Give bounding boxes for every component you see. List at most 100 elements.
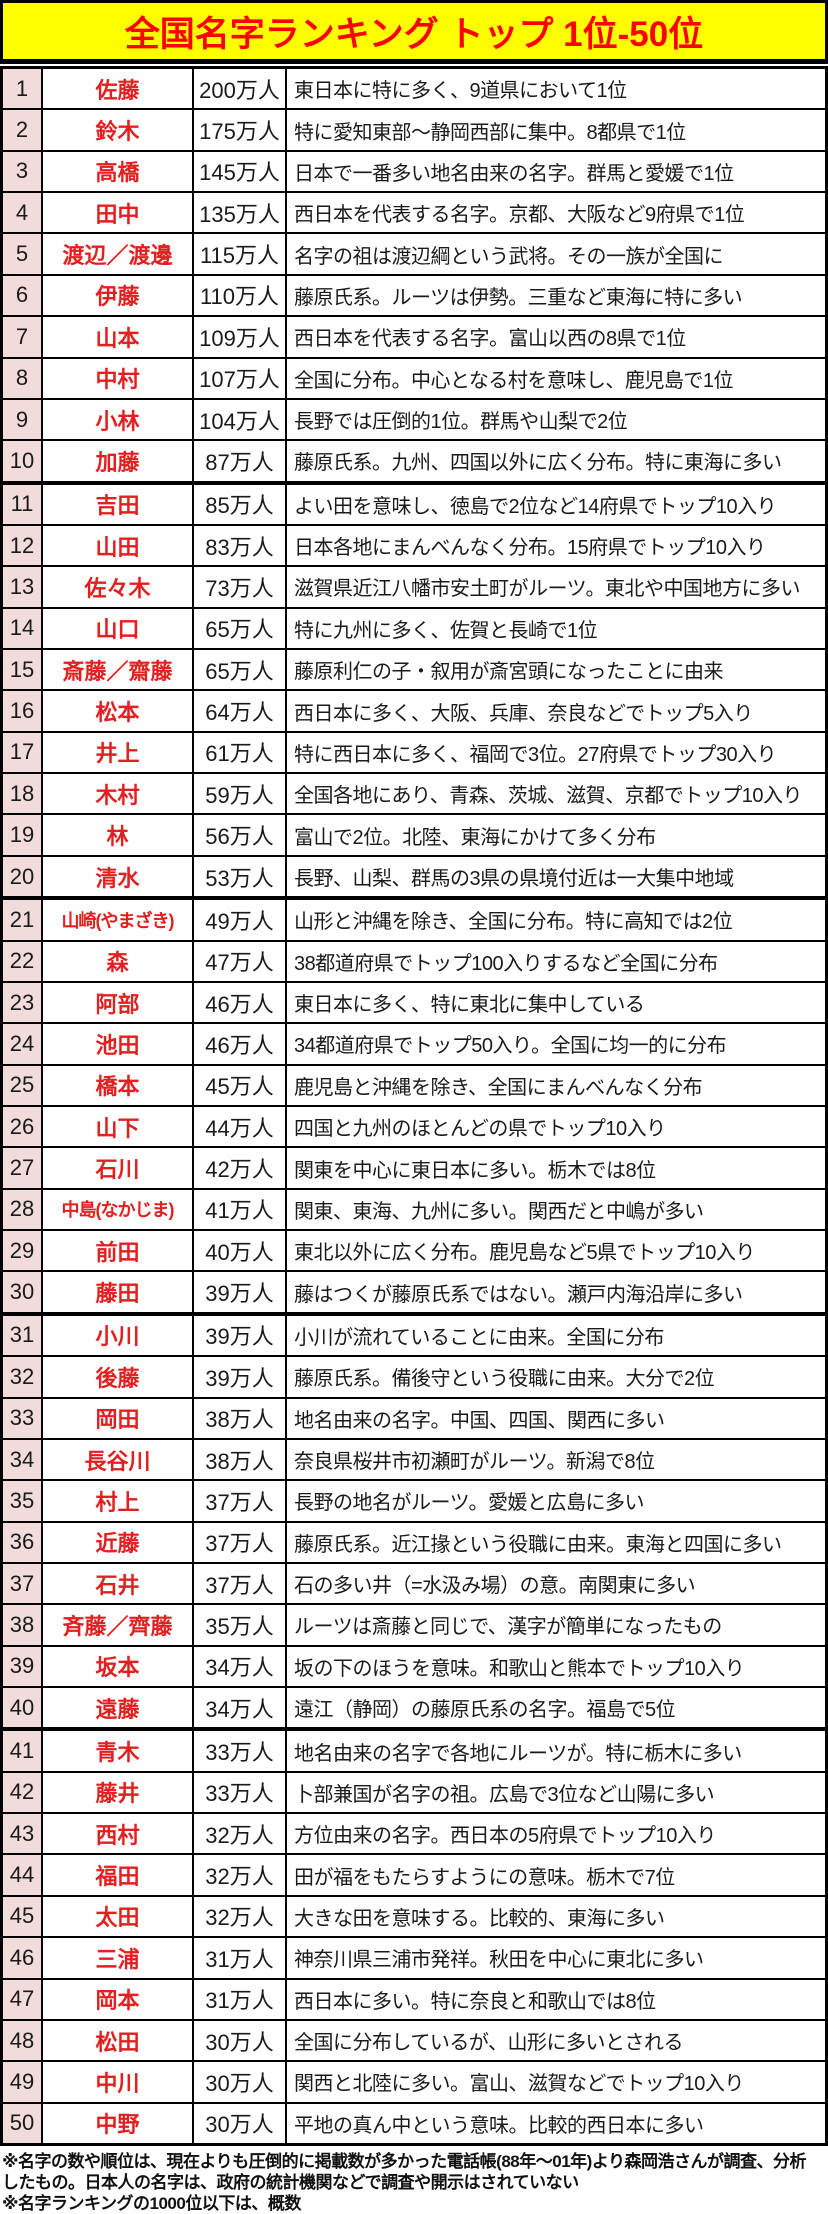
population-cell: 33万人	[194, 1772, 287, 1813]
rank-cell: 12	[3, 525, 43, 566]
population-cell: 59万人	[194, 774, 287, 814]
population-cell: 31万人	[194, 1979, 287, 2019]
table-row: 36 近藤 37万人 藤原氏系。近江掾という役職に由来。東海と四国に多い	[3, 1520, 825, 1562]
table-row: 38 斉藤／齊藤 35万人 ルーツは斎藤と同じで、漢字が簡単になったもの	[3, 1603, 825, 1645]
surname-cell: 加藤	[43, 441, 194, 481]
title-bar: 全国名字ランキング トップ 1位-50位	[0, 0, 828, 64]
population-cell: 104万人	[194, 399, 287, 440]
description-cell: 方位由来の名字。西日本の5府県でトップ10入り	[294, 1825, 716, 1848]
surname-cell: 吉田	[43, 484, 194, 524]
population-cell: 30万人	[194, 2020, 287, 2061]
surname-cell: 松本	[43, 691, 194, 731]
population-cell: 32万人	[194, 1855, 287, 1895]
footnote-line: ※名字の数や順位は、現在よりも圧倒的に掲載数が多かった電話帳(88年～01年)よ…	[2, 2152, 807, 2192]
population-cell: 32万人	[194, 1814, 287, 1854]
table-row: 10 加藤 87万人 藤原氏系。九州、四国以外に広く分布。特に東海に多い	[3, 439, 825, 481]
surname-cell: 山崎(やまざき)	[43, 900, 194, 940]
rank-cell: 10	[3, 441, 43, 481]
rank-cell: 13	[3, 567, 43, 607]
surname-cell: 中村	[43, 358, 194, 398]
rank-cell: 40	[3, 1688, 43, 1728]
table-row: 5 渡辺／渡邊 115万人 名字の祖は渡辺綱という武将。その一族が全国に	[3, 232, 825, 274]
description-cell: 神奈川県三浦市発祥。秋田を中心に東北に多い	[294, 1949, 704, 1972]
surname-cell: 伊藤	[43, 275, 194, 316]
table-row: 24 池田 46万人 34都道府県でトップ50入り。全国に均一的に分布	[3, 1022, 825, 1064]
rank-cell: 28	[3, 1189, 43, 1230]
rank-cell: 3	[3, 151, 43, 192]
description-cell: よい田を意味し、徳島で2位など14府県でトップ10入り	[294, 495, 777, 518]
description-cell: 小川が流れていることに由来。全国に分布	[294, 1326, 664, 1349]
description-cell: 滋賀県近江八幡市安土町がルーツ。東北や中国地方に多い	[294, 578, 801, 601]
table-row: 9 小林 104万人 長野では圧倒的1位。群馬や山梨で2位	[3, 397, 825, 440]
surname-cell: 森	[43, 941, 194, 981]
description-cell: 長野の地名がルーツ。愛媛と広島に多い	[294, 1492, 645, 1515]
population-cell: 37万人	[194, 1481, 287, 1521]
table-row: 49 中川 30万人 関西と北陸に多い。富山、滋賀などでトップ10入り	[3, 2060, 825, 2102]
population-cell: 47万人	[194, 941, 287, 981]
table-row: 3 高橋 145万人 日本で一番多い地名由来の名字。群馬と愛媛で1位	[3, 149, 825, 192]
rank-cell: 37	[3, 1563, 43, 1604]
rank-cell: 35	[3, 1481, 43, 1521]
rank-cell: 25	[3, 1065, 43, 1105]
description-cell: 日本で一番多い地名由来の名字。群馬と愛媛で1位	[294, 162, 734, 185]
table-row: 26 山下 44万人 四国と九州のほとんどの県でトップ10入り	[3, 1104, 825, 1147]
description-cell: 藤原氏系。備後守という役職に由来。大分で2位	[294, 1368, 715, 1391]
rank-cell: 15	[3, 650, 43, 690]
surname-cell: 木村	[43, 774, 194, 814]
surname-cell: 石井	[43, 1563, 194, 1604]
footnotes: ※名字の数や順位は、現在よりも圧倒的に掲載数が多かった電話帳(88年～01年)よ…	[0, 2146, 828, 2214]
description-cell: 西日本を代表する名字。富山以西の8県で1位	[294, 328, 686, 351]
rank-cell: 7	[3, 317, 43, 357]
table-row: 48 松田 30万人 全国に分布しているが、山形に多いとされる	[3, 2018, 825, 2061]
description-cell: 大きな田を意味する。比較的、東海に多い	[294, 1907, 665, 1930]
surname-cell: 松田	[43, 2020, 194, 2061]
table-row: 28 中島(なかじま) 41万人 関東、東海、九州に多い。関西だと中嶋が多い	[3, 1187, 825, 1230]
rank-cell: 41	[3, 1731, 43, 1771]
description-cell: 特に西日本に多く、福岡で3位。27府県でトップ30入り	[294, 743, 777, 766]
table-row: 41 青木 33万人 地名由来の名字で各地にルーツが。特に栃木に多い	[3, 1727, 825, 1771]
table-row: 8 中村 107万人 全国に分布。中心となる村を意味し、鹿児島で1位	[3, 356, 825, 398]
table-row: 47 岡本 31万人 西日本に多い。特に奈良と和歌山では8位	[3, 1977, 825, 2019]
table-row: 23 阿部 46万人 東日本に多く、特に東北に集中している	[3, 980, 825, 1023]
surname-cell: 田中	[43, 193, 194, 233]
surname-cell: 岡田	[43, 1398, 194, 1438]
population-cell: 109万人	[194, 317, 287, 357]
rank-cell: 38	[3, 1605, 43, 1645]
population-cell: 145万人	[194, 151, 287, 192]
description-cell: 特に九州に多く、佐賀と長崎で1位	[294, 619, 598, 642]
rank-cell: 44	[3, 1855, 43, 1895]
population-cell: 83万人	[194, 525, 287, 566]
rank-cell: 18	[3, 774, 43, 814]
description-cell: 鹿児島と沖縄を除き、全国にまんべんなく分布	[294, 1076, 703, 1099]
table-row: 30 藤田 39万人 藤はつくが藤原氏系ではない。瀬戸内海沿岸に多い	[3, 1270, 825, 1312]
table-row: 39 坂本 34万人 坂の下のほうを意味。和歌山と熊本でトップ10入り	[3, 1644, 825, 1687]
surname-cell: 斎藤／齋藤	[43, 650, 194, 690]
rank-cell: 47	[3, 1979, 43, 2019]
table-row: 21 山崎(やまざき) 49万人 山形と沖縄を除き、全国に分布。特に高知では2位	[3, 896, 825, 940]
population-cell: 30万人	[194, 2103, 287, 2143]
population-cell: 61万人	[194, 732, 287, 773]
description-cell: 関東を中心に東日本に多い。栃木では8位	[294, 1159, 656, 1182]
surname-cell: 小林	[43, 399, 194, 440]
rank-cell: 22	[3, 941, 43, 981]
table-row: 44 福田 32万人 田が福をもたらすようにの意味。栃木で7位	[3, 1853, 825, 1895]
rank-cell: 8	[3, 358, 43, 398]
rank-cell: 39	[3, 1646, 43, 1687]
description-cell: 藤原氏系。ルーツは伊勢。三重など東海に特に多い	[294, 286, 743, 309]
surname-cell: 遠藤	[43, 1688, 194, 1728]
population-cell: 49万人	[194, 900, 287, 940]
population-cell: 40万人	[194, 1231, 287, 1271]
table-row: 2 鈴木 175万人 特に愛知東部～静岡西部に集中。8都県で1位	[3, 108, 825, 150]
population-cell: 110万人	[194, 275, 287, 316]
population-cell: 38万人	[194, 1398, 287, 1438]
rank-cell: 24	[3, 1024, 43, 1064]
table-row: 13 佐々木 73万人 滋賀県近江八幡市安土町がルーツ。東北や中国地方に多い	[3, 565, 825, 607]
surname-cell: 山田	[43, 525, 194, 566]
rank-cell: 11	[3, 484, 43, 524]
population-cell: 33万人	[194, 1731, 287, 1771]
surname-cell: 長谷川	[43, 1439, 194, 1480]
description-cell: 藤原利仁の子・叙用が斎宮頭になったことに由来	[294, 661, 724, 684]
description-cell: 東日本に特に多く、9道県において1位	[294, 80, 627, 103]
surname-cell: 中野	[43, 2103, 194, 2143]
description-cell: 関西と北陸に多い。富山、滋賀などでトップ10入り	[294, 2073, 744, 2096]
